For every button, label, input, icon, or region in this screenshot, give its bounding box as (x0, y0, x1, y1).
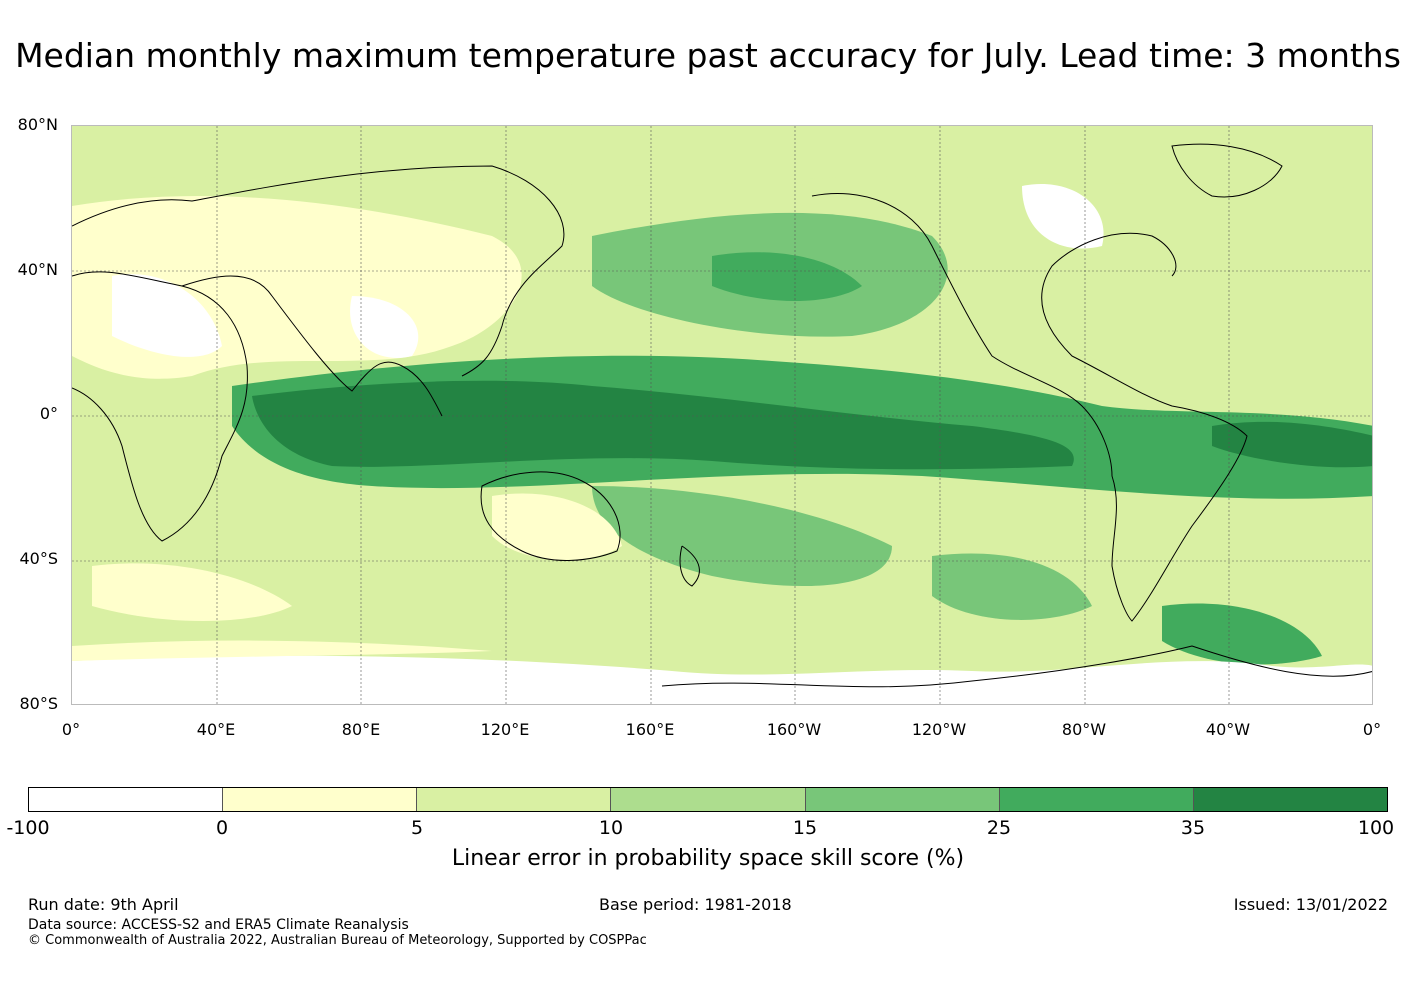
australia-coastline (480, 471, 621, 561)
colorbar-tick: -100 (6, 817, 50, 839)
sahara-zero-skill (112, 274, 222, 357)
graticule (72, 126, 1372, 704)
colorbar-segment (223, 788, 418, 811)
lon-label-80w: 80°W (1061, 720, 1107, 739)
colorbar-tick: 35 (1180, 817, 1206, 839)
colorbar-segment (29, 788, 224, 811)
lon-label-40w: 40°W (1205, 720, 1251, 739)
colorbar-tick: 100 (1357, 817, 1395, 839)
colorbar-segment (805, 788, 1000, 811)
lon-label-40e: 40°E (196, 720, 236, 739)
colorbar-segment (1193, 788, 1387, 811)
issued-date: Issued: 13/01/2022 (1233, 895, 1388, 914)
lat-label-40s: 40°S (19, 549, 58, 568)
lon-label-120w: 120°W (911, 720, 967, 739)
equatorial-core (252, 380, 1074, 470)
skill-score-map (71, 125, 1373, 705)
lon-label-160w: 160°W (766, 720, 822, 739)
atlantic-equatorial-core (1212, 421, 1372, 468)
eurasia-coastline (72, 165, 565, 377)
colorbar-tick: 15 (792, 817, 818, 839)
antarctic-margin (72, 640, 492, 661)
north-pacific-high (712, 252, 862, 301)
lat-label-0: 0° (39, 404, 58, 423)
tibet-zero-skill (350, 296, 419, 358)
antarctica-coastline (661, 645, 1372, 688)
world-map-svg (72, 126, 1372, 704)
lon-label-160e: 160°E (625, 720, 675, 739)
colorbar-segment (999, 788, 1194, 811)
colorbar-segment (611, 788, 806, 811)
colorbar-tick: 0 (215, 817, 229, 839)
canada-zero-skill (1022, 184, 1104, 249)
new-zealand-coastline (679, 545, 700, 587)
south-indian-low-skill (92, 563, 292, 621)
data-source: Data source: ACCESS-S2 and ERA5 Climate … (28, 917, 409, 933)
run-date: Run date: 9th April (28, 895, 179, 914)
lon-label-0-east: 0° (1362, 720, 1382, 739)
africa-coastline (72, 271, 248, 542)
colorbar-tick: 5 (410, 817, 424, 839)
americas-coastline (811, 192, 1248, 622)
colorbar-segment (417, 788, 612, 811)
lat-label-40n: 40°N (17, 260, 58, 279)
copyright: © Commonwealth of Australia 2022, Austra… (28, 933, 647, 948)
lon-label-0-west: 0° (61, 720, 81, 739)
map-title: Median monthly maximum temperature past … (15, 36, 1401, 75)
greenland-coastline (1171, 143, 1283, 198)
colorbar-tick: 10 (598, 817, 624, 839)
colorbar-tick: 25 (986, 817, 1012, 839)
colorbar (28, 787, 1388, 812)
lon-label-80e: 80°E (341, 720, 381, 739)
southeast-pacific-skill (932, 553, 1092, 620)
arctic-band (72, 126, 1372, 189)
lat-label-80n: 80°N (17, 115, 58, 134)
south-asia-coastline (181, 275, 443, 417)
australia-low-skill (492, 493, 622, 560)
lon-label-120e: 120°E (480, 720, 530, 739)
colorbar-label: Linear error in probability space skill … (451, 846, 965, 871)
antarctica-zero-skill (72, 655, 1372, 704)
base-period: Base period: 1981-2018 (599, 895, 792, 914)
coastlines (72, 143, 1372, 688)
lat-label-80s: 80°S (19, 694, 58, 713)
